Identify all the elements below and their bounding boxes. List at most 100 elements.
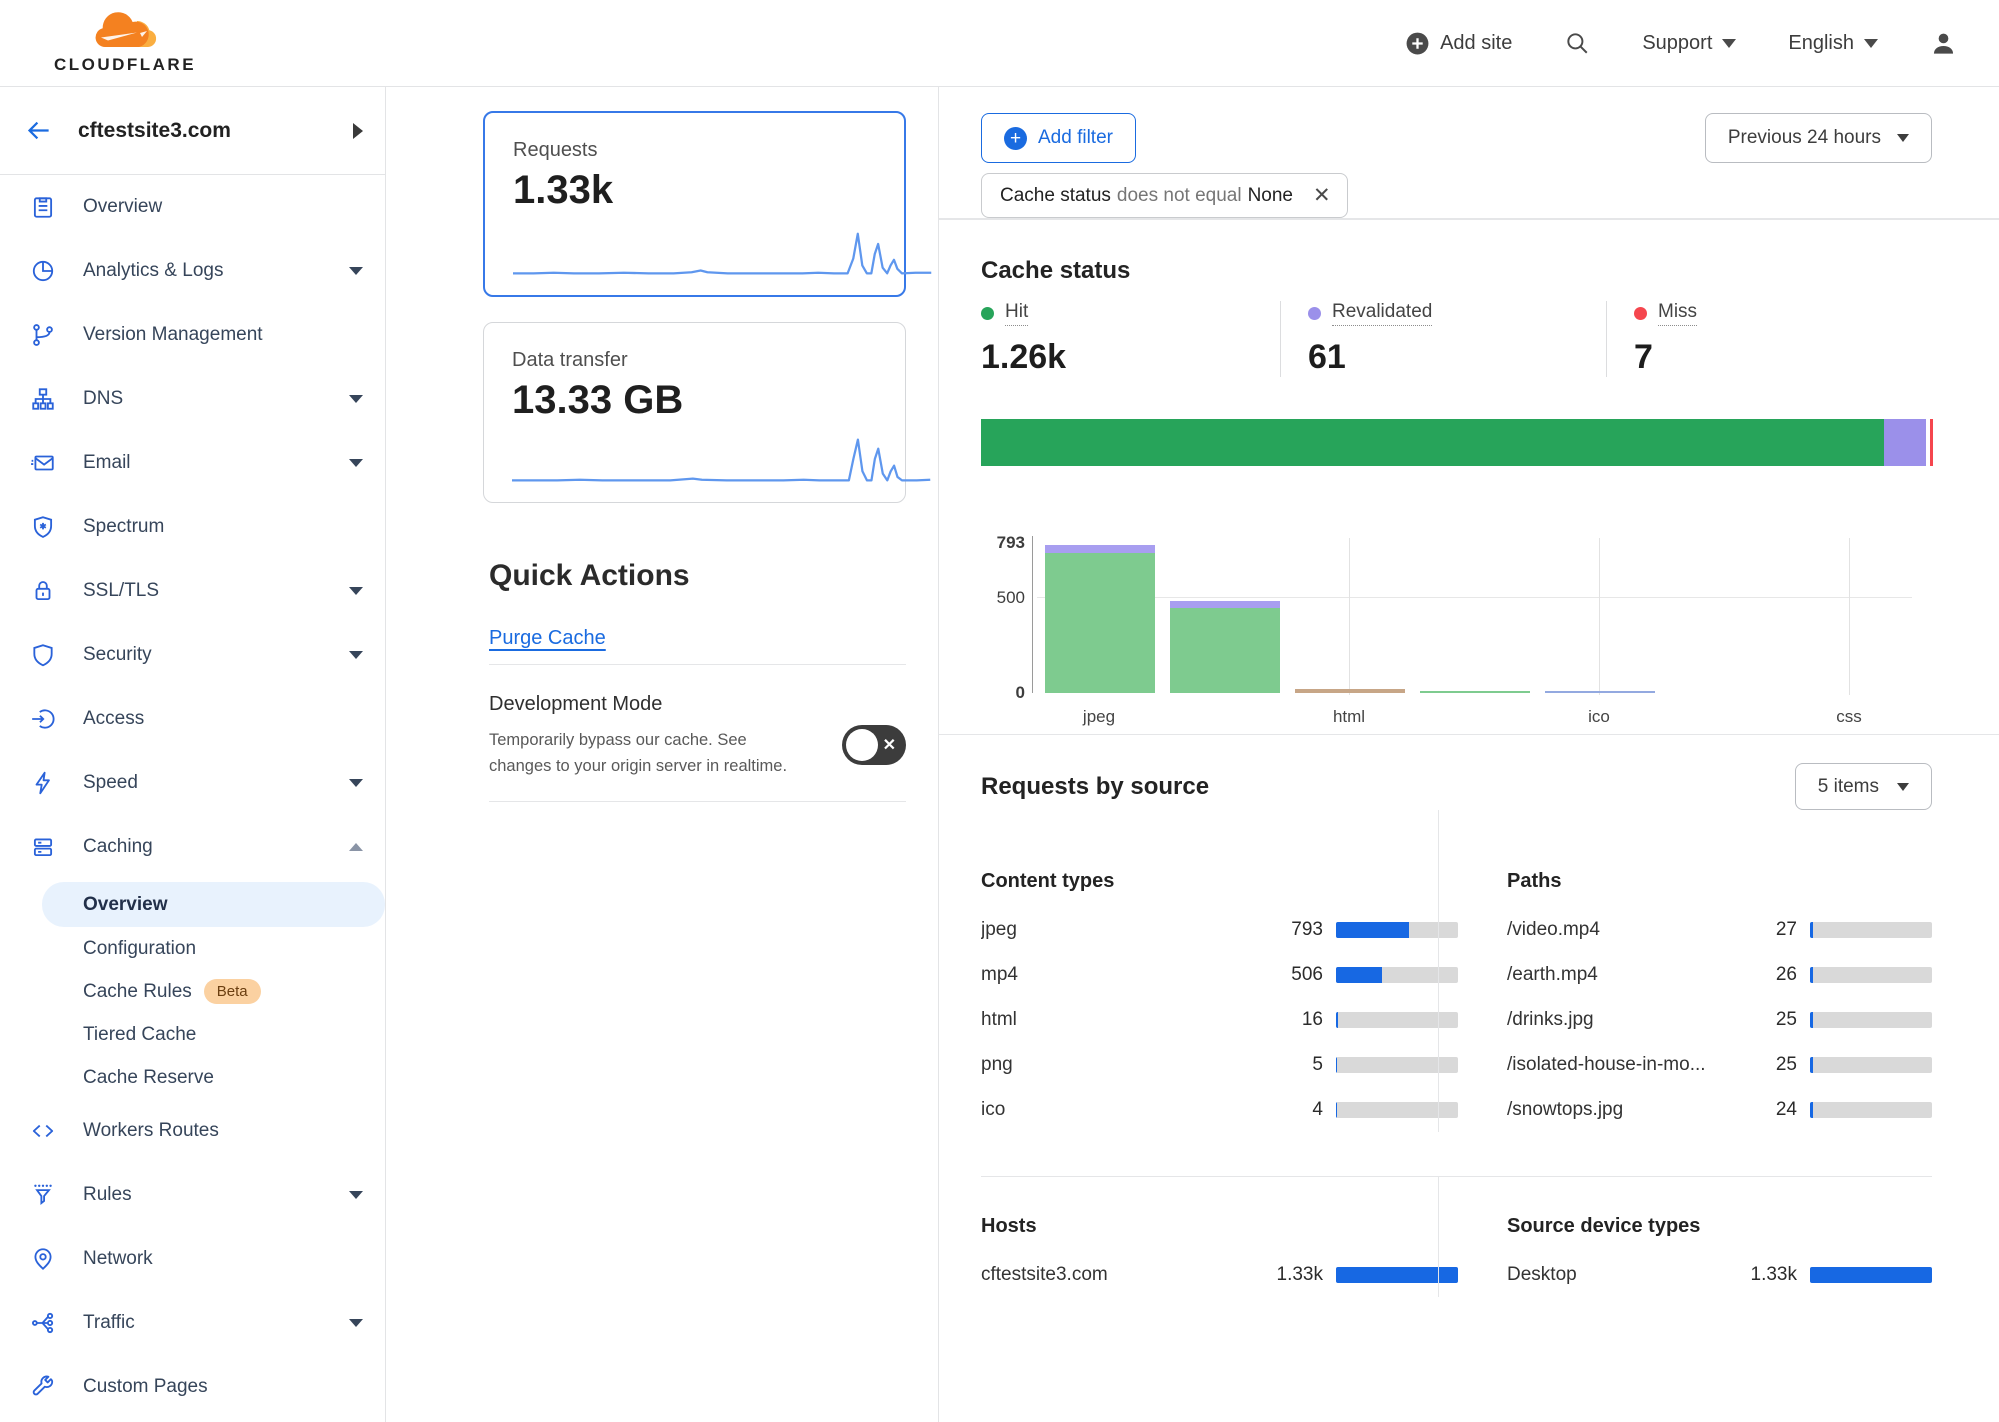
sidebar-item-traffic[interactable]: Traffic xyxy=(0,1291,385,1355)
sidebar-item-analytics-logs[interactable]: Analytics & Logs xyxy=(0,239,385,303)
table-row[interactable]: png 5 xyxy=(981,1042,1458,1087)
cache-status-bar-chart: 793 500 0 xyxy=(981,533,1933,734)
table-row[interactable]: cftestsite3.com 1.33k xyxy=(981,1252,1458,1297)
language-menu[interactable]: English xyxy=(1788,32,1878,55)
sidebar-item-rules[interactable]: Rules xyxy=(0,1163,385,1227)
sidebar-item-ssl-tls[interactable]: SSL/TLS xyxy=(0,559,385,623)
sidebar-item-caching[interactable]: Caching xyxy=(0,815,385,879)
items-count-label: 5 items xyxy=(1817,775,1879,797)
table-row[interactable]: mp4 506 xyxy=(981,952,1458,997)
revalidated-label[interactable]: Revalidated xyxy=(1331,301,1433,326)
chevron-down-icon xyxy=(349,1319,363,1327)
add-filter-label: Add filter xyxy=(1038,127,1113,148)
shield-icon xyxy=(30,642,56,668)
miss-dot-icon xyxy=(1634,307,1647,320)
sidebar-item-label: Speed xyxy=(83,772,138,793)
subnav-item-cache-rules[interactable]: Cache Rules Beta xyxy=(0,970,385,1013)
bar-jpeg[interactable] xyxy=(1044,545,1155,693)
sidebar-item-spectrum[interactable]: Spectrum xyxy=(0,495,385,559)
source-device-types-title: Source device types xyxy=(1507,1215,1701,1237)
sidebar-item-security[interactable]: Security xyxy=(0,623,385,687)
requests-by-source-header: Requests by source 5 items xyxy=(981,763,1932,810)
top-nav: Add site Support English xyxy=(1405,30,1971,57)
back-arrow-icon[interactable] xyxy=(25,117,52,144)
sidebar-item-network[interactable]: Network xyxy=(0,1227,385,1291)
bar-html[interactable] xyxy=(1294,689,1405,693)
add-filter-button[interactable]: + Add filter xyxy=(981,113,1136,163)
lock-icon xyxy=(30,578,56,604)
hit-label[interactable]: Hit xyxy=(1005,301,1029,326)
chevron-right-icon[interactable] xyxy=(353,122,363,139)
table-row[interactable]: /earth.mp4 26 xyxy=(1507,952,1932,997)
gridline-html xyxy=(1349,538,1350,695)
table-row[interactable]: /isolated-house-in-mo... 25 xyxy=(1507,1042,1932,1087)
bar-png[interactable] xyxy=(1419,691,1530,693)
development-mode-toggle[interactable]: ✕ xyxy=(842,725,906,765)
chip-field: Cache status xyxy=(1000,184,1111,206)
bar-ico[interactable] xyxy=(1544,691,1655,693)
table-row[interactable]: Desktop 1.33k xyxy=(1507,1252,1932,1297)
stat-miss: Miss 7 xyxy=(1606,301,1932,377)
purge-cache-link[interactable]: Purge Cache xyxy=(489,627,606,649)
sidebar-item-label: Custom Pages xyxy=(83,1376,208,1397)
sidebar-item-overview[interactable]: Overview xyxy=(0,175,385,239)
shield-star-icon xyxy=(30,514,56,540)
sidebar-item-dns[interactable]: DNS xyxy=(0,367,385,431)
user-icon xyxy=(1933,33,1954,54)
cache-status-stats: Hit 1.26k Revalidated 61 Miss 7 xyxy=(981,301,1932,377)
sidebar-item-label: Traffic xyxy=(83,1312,135,1333)
account-button[interactable] xyxy=(1930,30,1957,57)
sidebar-item-workers-routes[interactable]: Workers Routes xyxy=(0,1099,385,1163)
subnav-item-configuration[interactable]: Configuration xyxy=(0,927,385,970)
sidebar: cftestsite3.com Overview Analytics & Log… xyxy=(0,87,386,1422)
chevron-down-icon xyxy=(1897,782,1909,791)
search-button[interactable] xyxy=(1564,30,1590,56)
cache-status-stacked-bar xyxy=(981,419,1933,466)
x-label-ico: ico xyxy=(1588,707,1610,726)
subnav-item-cache-reserve[interactable]: Cache Reserve xyxy=(0,1056,385,1099)
miss-label[interactable]: Miss xyxy=(1658,301,1698,326)
sidebar-item-speed[interactable]: Speed xyxy=(0,751,385,815)
requests-label: Requests xyxy=(513,139,598,161)
x-label-html: html xyxy=(1332,707,1366,726)
table-row[interactable]: jpeg 793 xyxy=(981,907,1458,952)
chevron-up-icon xyxy=(349,843,363,851)
source-device-types-table: Source device types Desktop 1.33k xyxy=(1438,1176,1932,1297)
time-range-dropdown[interactable]: Previous 24 hours xyxy=(1704,113,1932,163)
divider xyxy=(939,219,1999,220)
sidebar-item-version-management[interactable]: Version Management xyxy=(0,303,385,367)
table-row[interactable]: html 16 xyxy=(981,997,1458,1042)
plus-circle-icon xyxy=(1406,32,1429,54)
table-row[interactable]: /snowtops.jpg 24 xyxy=(1507,1087,1932,1132)
hosts-title: Hosts xyxy=(981,1215,1037,1237)
table-row[interactable]: /video.mp4 27 xyxy=(1507,907,1932,952)
sidebar-item-email[interactable]: Email xyxy=(0,431,385,495)
chevron-down-icon xyxy=(349,1191,363,1199)
x-label-jpeg: jpeg xyxy=(1082,707,1116,726)
bar-mp4[interactable] xyxy=(1169,601,1280,693)
table-row[interactable]: ico 4 xyxy=(981,1087,1458,1132)
login-arrow-icon xyxy=(30,706,56,732)
sidebar-item-label: Analytics & Logs xyxy=(83,260,224,281)
development-mode-row: Development Mode Temporarily bypass our … xyxy=(489,693,906,779)
add-site-button[interactable]: Add site xyxy=(1405,31,1512,56)
requests-metric-card[interactable]: Requests 1.33k xyxy=(483,111,932,297)
subnav-item-tiered-cache[interactable]: Tiered Cache xyxy=(0,1013,385,1056)
stacked-segment-gap xyxy=(1925,419,1930,466)
x-label-css: css xyxy=(1836,707,1862,726)
table-row[interactable]: /drinks.jpg 25 xyxy=(1507,997,1932,1042)
chip-close-icon[interactable]: ✕ xyxy=(1313,184,1331,207)
subnav-item-overview[interactable]: Overview xyxy=(42,882,385,927)
sidebar-item-access[interactable]: Access xyxy=(0,687,385,751)
sidebar-item-custom-pages[interactable]: Custom Pages xyxy=(0,1355,385,1419)
envelope-icon xyxy=(30,450,56,476)
subnav-label: Configuration xyxy=(83,937,197,959)
support-menu[interactable]: Support xyxy=(1642,32,1737,55)
wrench-icon xyxy=(30,1374,56,1400)
data-transfer-metric-card[interactable]: Data transfer 13.33 GB xyxy=(483,322,931,503)
sidebar-item-label: Security xyxy=(83,644,152,665)
cloudflare-logo[interactable]: CLOUDFLARE xyxy=(40,11,210,75)
content-types-title: Content types xyxy=(981,870,1115,892)
items-count-dropdown[interactable]: 5 items xyxy=(1794,763,1932,810)
data-transfer-value: 13.33 GB xyxy=(512,378,684,422)
